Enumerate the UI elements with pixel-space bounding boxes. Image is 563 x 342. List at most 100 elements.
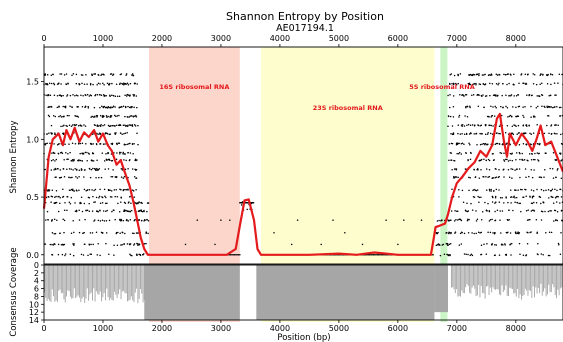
entropy-point xyxy=(100,231,103,234)
entropy-point xyxy=(122,189,125,191)
entropy-point xyxy=(125,73,128,75)
entropy-point xyxy=(488,210,491,213)
entropy-point xyxy=(116,244,119,246)
entropy-point xyxy=(516,115,519,117)
entropy-point xyxy=(96,116,98,118)
coverage-bar xyxy=(144,265,240,320)
entropy-point xyxy=(123,209,126,211)
entropy-point xyxy=(475,210,477,212)
entropy-point xyxy=(533,201,535,204)
entropy-point xyxy=(471,124,474,126)
coverage-bar xyxy=(543,265,545,292)
entropy-point xyxy=(458,218,460,221)
entropy-point xyxy=(70,176,72,179)
entropy-point xyxy=(100,74,102,76)
entropy-point xyxy=(117,231,119,234)
entropy-point xyxy=(554,94,556,96)
entropy-point xyxy=(377,254,380,256)
entropy-point xyxy=(46,133,48,135)
entropy-point xyxy=(507,219,509,222)
entropy-point xyxy=(554,188,556,191)
entropy-point xyxy=(128,243,131,245)
entropy-point xyxy=(86,83,88,85)
entropy-point xyxy=(91,73,93,76)
entropy-point xyxy=(63,158,65,161)
entropy-point xyxy=(509,243,512,245)
entropy-point xyxy=(105,132,108,134)
entropy-point xyxy=(125,95,128,97)
entropy-point xyxy=(483,106,485,109)
entropy-point xyxy=(47,106,49,109)
entropy-point xyxy=(62,94,64,97)
entropy-point xyxy=(66,95,68,97)
entropy-point xyxy=(78,83,81,86)
entropy-point xyxy=(528,219,530,221)
entropy-point xyxy=(528,153,531,155)
entropy-point xyxy=(121,83,124,85)
entropy-point xyxy=(63,115,65,118)
entropy-point xyxy=(107,159,109,161)
entropy-point xyxy=(519,253,521,256)
entropy-point xyxy=(497,176,500,179)
entropy-point xyxy=(136,132,138,135)
entropy-point xyxy=(508,176,511,178)
entropy-point xyxy=(460,231,463,233)
entropy-point xyxy=(473,232,475,235)
entropy-point xyxy=(86,93,89,96)
entropy-point xyxy=(555,159,557,162)
entropy-point xyxy=(86,159,88,162)
entropy-point xyxy=(481,132,483,135)
entropy-point xyxy=(89,84,92,86)
coverage-bar xyxy=(458,265,460,297)
entropy-point xyxy=(63,176,66,178)
entropy-point xyxy=(537,253,539,256)
entropy-point xyxy=(75,189,78,191)
entropy-point xyxy=(320,243,322,246)
entropy-point xyxy=(67,83,69,85)
entropy-point xyxy=(92,167,94,170)
entropy-point xyxy=(500,243,503,246)
entropy-point xyxy=(79,152,81,155)
coverage-bar xyxy=(554,265,556,296)
entropy-point xyxy=(84,105,87,108)
entropy-point xyxy=(77,125,80,127)
x-tick-label-bottom: 3000 xyxy=(211,324,231,333)
coverage-bar xyxy=(59,265,61,290)
entropy-point xyxy=(480,253,483,256)
entropy-point xyxy=(457,176,459,179)
entropy-point xyxy=(530,133,533,135)
entropy-point xyxy=(542,189,545,192)
entropy-point xyxy=(480,244,483,246)
entropy-point xyxy=(59,202,61,205)
entropy-point xyxy=(51,189,54,192)
region-label: 23S ribosomal RNA xyxy=(313,104,383,112)
entropy-point xyxy=(122,177,125,179)
entropy-point xyxy=(559,152,561,155)
entropy-point xyxy=(456,152,458,155)
entropy-point xyxy=(118,83,121,86)
entropy-point xyxy=(537,105,539,108)
coverage-bar xyxy=(56,265,58,303)
entropy-point xyxy=(74,143,77,145)
entropy-point xyxy=(538,95,541,98)
entropy-point xyxy=(484,124,487,126)
entropy-point xyxy=(103,84,105,86)
entropy-point xyxy=(89,94,92,96)
entropy-point xyxy=(59,232,61,234)
entropy-point xyxy=(76,115,79,118)
entropy-point xyxy=(132,190,135,192)
coverage-bar xyxy=(501,265,503,286)
entropy-point xyxy=(519,152,521,155)
entropy-point xyxy=(474,189,477,191)
entropy-point xyxy=(461,94,463,96)
entropy-point xyxy=(500,114,503,117)
entropy-point xyxy=(530,159,533,161)
entropy-point xyxy=(515,152,518,154)
entropy-point xyxy=(518,144,521,146)
entropy-point xyxy=(495,201,497,203)
entropy-point xyxy=(55,190,58,192)
entropy-point xyxy=(73,243,75,245)
entropy-point xyxy=(542,201,545,204)
entropy-point xyxy=(463,232,466,235)
entropy-point xyxy=(457,124,460,126)
